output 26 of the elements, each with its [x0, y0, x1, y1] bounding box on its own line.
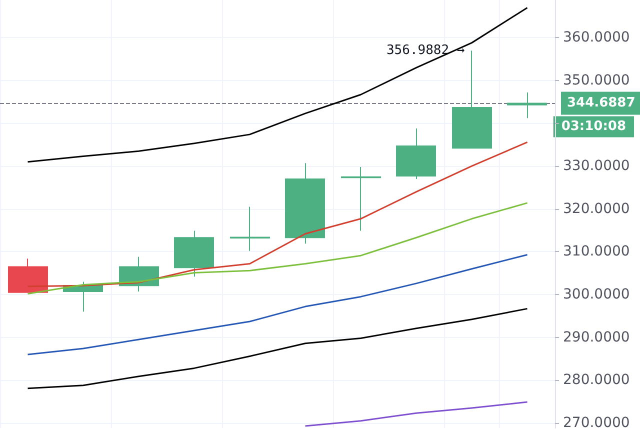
candlestick — [507, 92, 547, 119]
line-series — [27, 308, 528, 390]
line-series — [304, 401, 528, 427]
candlestick — [230, 206, 270, 252]
candlestick — [8, 258, 48, 293]
line-series — [27, 6, 528, 163]
candlestick — [396, 128, 436, 180]
y-tick-label: 310.0000 — [563, 244, 630, 260]
ref-line-label: 344.6887 — [567, 96, 636, 111]
y-tick-label: 350.0000 — [563, 72, 630, 88]
candlestick — [174, 230, 214, 278]
y-tick-label: 270.0000 — [563, 415, 630, 430]
y-tick-label: 300.0000 — [563, 286, 630, 303]
y-tick-label: 280.0000 — [563, 372, 630, 388]
y-tick-label: 360.0000 — [563, 30, 630, 46]
y-tick-label: 320.0000 — [563, 200, 630, 217]
y-tick-label: 330.0000 — [563, 158, 630, 174]
line-series — [27, 202, 528, 294]
line-series — [27, 254, 528, 356]
candlestick — [452, 50, 492, 149]
text: 03:10:08 — [561, 119, 626, 134]
candlestick — [285, 162, 325, 244]
y-tick-label: 290.0000 — [563, 329, 630, 346]
candlestick — [341, 166, 381, 232]
line-series — [27, 141, 528, 288]
annotation: 356.9882 → — [386, 43, 465, 58]
